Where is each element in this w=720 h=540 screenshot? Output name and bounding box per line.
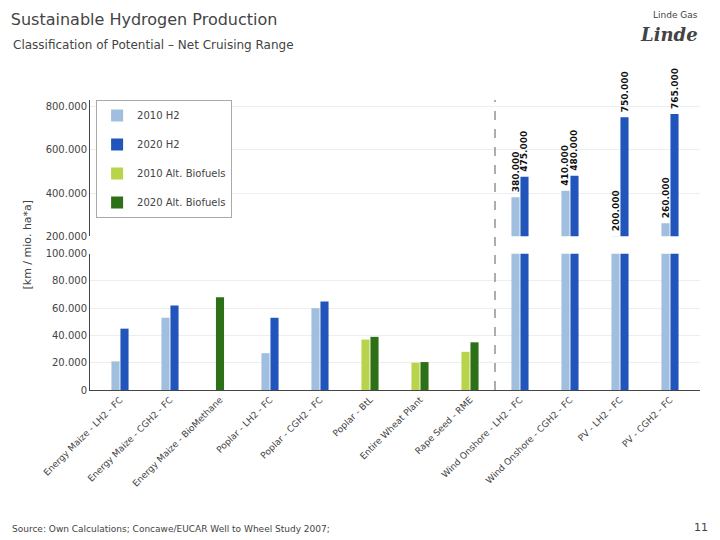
svg-text:[km / mio. ha*a]: [km / mio. ha*a] <box>21 200 34 290</box>
svg-text:PV - CGH2 - FC: PV - CGH2 - FC <box>620 395 674 449</box>
svg-text:200.000: 200.000 <box>611 190 621 231</box>
svg-text:Rape Seed - RME: Rape Seed - RME <box>413 395 475 457</box>
svg-text:Energy Maize - LH2 - FC: Energy Maize - LH2 - FC <box>42 395 125 478</box>
svg-text:475.000: 475.000 <box>519 131 529 172</box>
svg-text:Source: Own Calculations; Conc: Source: Own Calculations; Concawe/EUCAR … <box>12 524 330 534</box>
svg-text:400.000: 400.000 <box>46 188 87 199</box>
svg-text:Poplar - LH2 - FC: Poplar - LH2 - FC <box>215 395 275 455</box>
svg-text:60.000: 60.000 <box>52 303 87 314</box>
svg-text:260.000: 260.000 <box>661 177 671 218</box>
svg-text:Energy Maize - BioMethane: Energy Maize - BioMethane <box>131 395 225 489</box>
svg-text:480.000: 480.000 <box>569 130 579 171</box>
svg-text:20.000: 20.000 <box>52 357 87 368</box>
svg-text:600.000: 600.000 <box>46 144 87 155</box>
svg-text:Energy Maize - CGH2 - FC: Energy Maize - CGH2 - FC <box>86 395 175 484</box>
svg-text:200.000: 200.000 <box>46 231 87 242</box>
svg-text:Sustainable Hydrogen Productio: Sustainable Hydrogen Production <box>11 10 278 29</box>
svg-text:Poplar - BtL: Poplar - BtL <box>331 395 375 439</box>
svg-text:Classification of Potential –: Classification of Potential – Net Cruisi… <box>13 38 294 52</box>
svg-text:Poplar - CGH2 - FC: Poplar - CGH2 - FC <box>259 395 325 461</box>
svg-text:2020 H2: 2020 H2 <box>137 139 180 150</box>
svg-text:PV - LH2 - FC: PV - LH2 - FC <box>576 395 624 443</box>
svg-text:0: 0 <box>81 385 87 396</box>
svg-text:Wind Onshore - LH2 - FC: Wind Onshore - LH2 - FC <box>440 395 525 480</box>
svg-text:2010 Alt. Biofuels: 2010 Alt. Biofuels <box>137 168 225 179</box>
svg-text:11: 11 <box>694 521 708 534</box>
svg-text:410.000: 410.000 <box>560 145 570 186</box>
svg-text:Entire Wheat Plant: Entire Wheat Plant <box>358 394 425 461</box>
svg-text:380.000: 380.000 <box>511 151 521 192</box>
svg-text:Linde: Linde <box>640 24 698 45</box>
svg-text:80.000: 80.000 <box>52 275 87 286</box>
svg-text:800.000: 800.000 <box>46 101 87 112</box>
svg-text:40.000: 40.000 <box>52 330 87 341</box>
svg-text:2020 Alt. Biofuels: 2020 Alt. Biofuels <box>137 197 225 208</box>
svg-text:765.000: 765.000 <box>670 68 680 109</box>
svg-text:750.000: 750.000 <box>620 71 630 112</box>
svg-text:100.000: 100.000 <box>46 248 87 259</box>
svg-text:Linde Gas: Linde Gas <box>653 10 698 20</box>
svg-text:2010 H2: 2010 H2 <box>137 110 180 121</box>
svg-text:Wind Onshore - CGH2 - FC: Wind Onshore - CGH2 - FC <box>484 395 575 486</box>
